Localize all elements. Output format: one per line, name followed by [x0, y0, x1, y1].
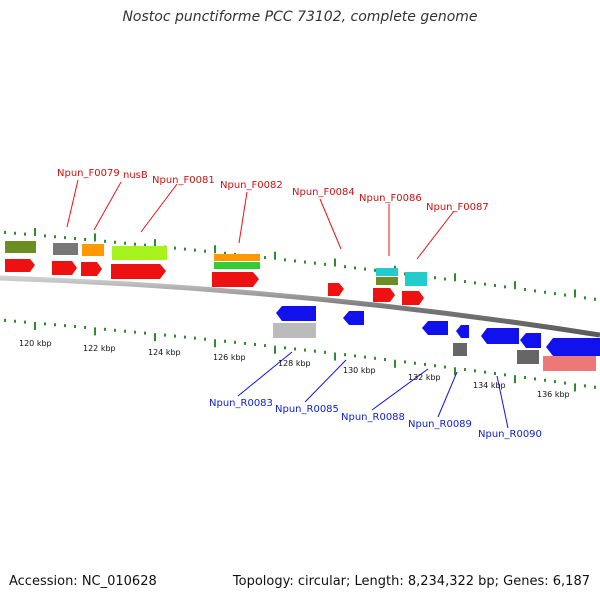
- forward-gene-arrow[interactable]: [111, 264, 166, 279]
- category-block-salmon[interactable]: [543, 356, 596, 371]
- forward-gene-labels: Npun_F0079 nusB Npun_F0081 Npun_F0082 Np…: [57, 168, 489, 213]
- gene-label-npun-f0079[interactable]: Npun_F0079: [57, 168, 120, 179]
- kbp-scale-labels: 120 kbp 122 kbp 124 kbp 126 kbp 128 kbp …: [19, 339, 570, 399]
- kbp-label: 134 kbp: [473, 381, 506, 390]
- category-block-gray[interactable]: [453, 343, 467, 356]
- kbp-label: 120 kbp: [19, 339, 52, 348]
- forward-category-row: [5, 241, 427, 286]
- gene-label-npun-f0081[interactable]: Npun_F0081: [152, 175, 215, 186]
- kbp-label: 128 kbp: [278, 359, 311, 368]
- category-block-orange[interactable]: [82, 244, 104, 256]
- reverse-gene-arrow[interactable]: [520, 333, 541, 348]
- reverse-gene-arrow[interactable]: [343, 311, 364, 325]
- forward-gene-arrow[interactable]: [328, 283, 344, 296]
- forward-gene-arrow[interactable]: [81, 262, 102, 276]
- genome-stats-label: Topology: circular; Length: 8,234,322 bp…: [232, 574, 590, 589]
- gene-label-npun-r0089[interactable]: Npun_R0089: [408, 419, 472, 430]
- kbp-label: 132 kbp: [408, 373, 441, 382]
- reverse-gene-arrow[interactable]: [422, 321, 448, 335]
- gene-label-npun-f0087[interactable]: Npun_F0087: [426, 202, 489, 213]
- reverse-gene-arrow[interactable]: [456, 325, 469, 338]
- forward-gene-arrow[interactable]: [373, 288, 395, 302]
- category-block-gray[interactable]: [517, 350, 539, 364]
- accession-label: Accession: NC_010628: [9, 574, 157, 589]
- gene-label-npun-f0082[interactable]: Npun_F0082: [220, 180, 283, 191]
- gene-label-npun-r0085[interactable]: Npun_R0085: [275, 404, 339, 415]
- forward-gene-arrow[interactable]: [402, 291, 424, 305]
- category-block-lime[interactable]: [112, 246, 167, 260]
- forward-gene-arrow[interactable]: [212, 272, 259, 287]
- kbp-label: 126 kbp: [213, 353, 246, 362]
- gene-label-npun-r0088[interactable]: Npun_R0088: [341, 412, 405, 423]
- forward-gene-arrow[interactable]: [5, 259, 35, 272]
- outer-tick-track: [4, 227, 596, 301]
- category-block-lightgray[interactable]: [273, 323, 316, 338]
- reverse-category-row: [273, 323, 596, 371]
- gene-label-nusb[interactable]: nusB: [123, 170, 148, 181]
- kbp-label: 124 kbp: [148, 348, 181, 357]
- category-block-gray[interactable]: [53, 243, 78, 255]
- map-title: Nostoc punctiforme PCC 73102, complete g…: [122, 9, 478, 25]
- category-block-green[interactable]: [214, 262, 260, 269]
- category-block-orange[interactable]: [214, 254, 260, 261]
- forward-gene-row: [5, 259, 424, 305]
- kbp-label: 136 kbp: [537, 390, 570, 399]
- gene-label-npun-f0084[interactable]: Npun_F0084: [292, 187, 355, 198]
- reverse-callouts: [237, 351, 509, 429]
- reverse-gene-arrow[interactable]: [276, 306, 316, 321]
- genome-backbone: [0, 275, 600, 338]
- reverse-gene-row: [276, 306, 600, 356]
- category-block-olive[interactable]: [5, 241, 36, 253]
- reverse-gene-arrow[interactable]: [481, 328, 519, 344]
- reverse-gene-labels: Npun_R0083 Npun_R0085 Npun_R0088 Npun_R0…: [209, 398, 542, 440]
- category-block-cyan[interactable]: [405, 272, 427, 286]
- forward-gene-arrow[interactable]: [52, 261, 77, 275]
- category-block-olive[interactable]: [376, 277, 398, 285]
- reverse-gene-arrow[interactable]: [546, 338, 600, 356]
- forward-callouts: [66, 179, 455, 260]
- gene-label-npun-f0086[interactable]: Npun_F0086: [359, 193, 422, 204]
- gene-label-npun-r0083[interactable]: Npun_R0083: [209, 398, 273, 409]
- kbp-label: 122 kbp: [83, 344, 116, 353]
- gene-label-npun-r0090[interactable]: Npun_R0090: [478, 429, 542, 440]
- kbp-label: 130 kbp: [343, 366, 376, 375]
- inner-tick-track: [4, 318, 596, 392]
- category-block-cyan[interactable]: [376, 268, 398, 276]
